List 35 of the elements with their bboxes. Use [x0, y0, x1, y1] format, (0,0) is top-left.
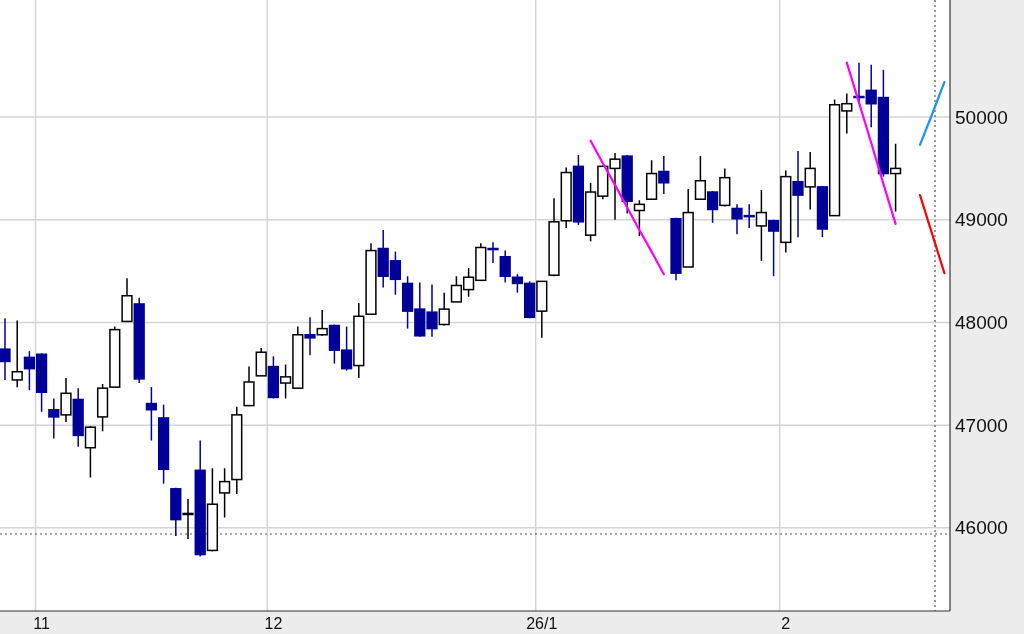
candlestick — [0, 317, 11, 381]
candlestick — [182, 498, 194, 540]
candlestick — [804, 151, 816, 211]
candlestick — [60, 377, 72, 423]
candlestick — [706, 190, 719, 224]
line-series — [845, 61, 897, 225]
x-tick-label: 11 — [33, 614, 51, 632]
candlestick — [499, 249, 511, 284]
candlestick — [658, 155, 670, 195]
y-tick-label: 50000 — [955, 106, 1008, 128]
candlestick — [145, 386, 158, 442]
candlestick — [218, 467, 231, 519]
candlestick — [304, 316, 316, 357]
candlestick — [11, 319, 23, 388]
y-tick-label: 47000 — [955, 414, 1008, 436]
x-tick-label: 26/1 — [526, 614, 558, 632]
x-tick-label: 2 — [781, 614, 791, 632]
candlestick — [767, 219, 780, 277]
y-tick-label: 46000 — [955, 517, 1008, 539]
candlestick — [316, 309, 328, 337]
candlestick — [84, 425, 97, 479]
candlestick — [255, 347, 267, 377]
line-series — [589, 139, 665, 276]
candlestick — [487, 241, 499, 264]
candlestick — [889, 143, 902, 213]
x-tick-label: 12 — [264, 614, 283, 632]
y-tick-label: 48000 — [955, 311, 1008, 333]
candlestick — [438, 291, 450, 327]
y-tick-label: 49000 — [955, 209, 1008, 231]
candlestick — [792, 150, 804, 238]
candlestick — [694, 155, 707, 200]
candlestick — [48, 397, 60, 440]
candlestick — [633, 199, 646, 237]
candlestick — [243, 365, 255, 407]
candlestick — [755, 189, 768, 262]
